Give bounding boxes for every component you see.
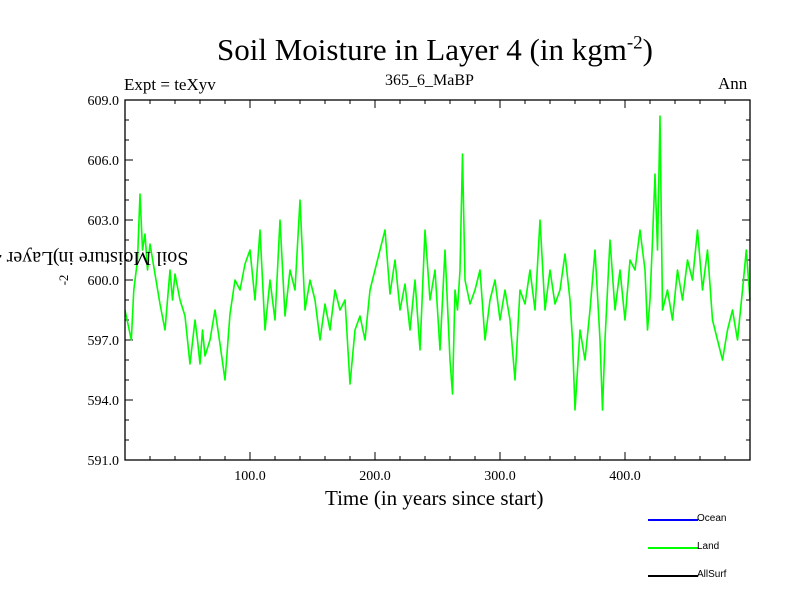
legend-item-ocean: Ocean — [648, 513, 758, 527]
x-tick-label: 200.0 — [359, 469, 391, 484]
period-label: Ann — [718, 74, 748, 93]
y-tick-label: 600.0 — [88, 274, 120, 289]
y-tick-label: 597.0 — [88, 334, 120, 349]
y-tick-label: 606.0 — [88, 154, 120, 169]
legend-swatch-allsurf — [648, 575, 698, 577]
legend-label-ocean: Ocean — [697, 513, 727, 524]
legend-label-allsurf: AllSurf — [697, 569, 727, 580]
legend-label-land: Land — [697, 541, 720, 552]
chart-title: Soil Moisture in Layer 4 (in kgm-2) — [217, 32, 653, 67]
x-axis-label: Time (in years since start) — [325, 486, 544, 510]
legend-item-land: Land — [648, 541, 758, 555]
y-tick-label: 603.0 — [88, 214, 120, 229]
x-tick-label: 300.0 — [484, 469, 516, 484]
x-tick-label: 100.0 — [234, 469, 266, 484]
series-line-land — [124, 115, 751, 411]
x-tick-label: 400.0 — [609, 469, 641, 484]
y-tick-label: 591.0 — [88, 454, 120, 469]
chart-subtitle: 365_6_MaBP — [385, 72, 474, 89]
legend-swatch-land — [648, 547, 698, 549]
y-tick-label: 609.0 — [88, 94, 120, 109]
experiment-label: Expt = teXyv — [124, 75, 216, 94]
y-tick-label: 594.0 — [88, 394, 120, 409]
legend-item-allsurf: AllSurf — [648, 569, 758, 583]
legend-swatch-ocean — [648, 519, 698, 521]
plot-frame — [124, 99, 751, 461]
